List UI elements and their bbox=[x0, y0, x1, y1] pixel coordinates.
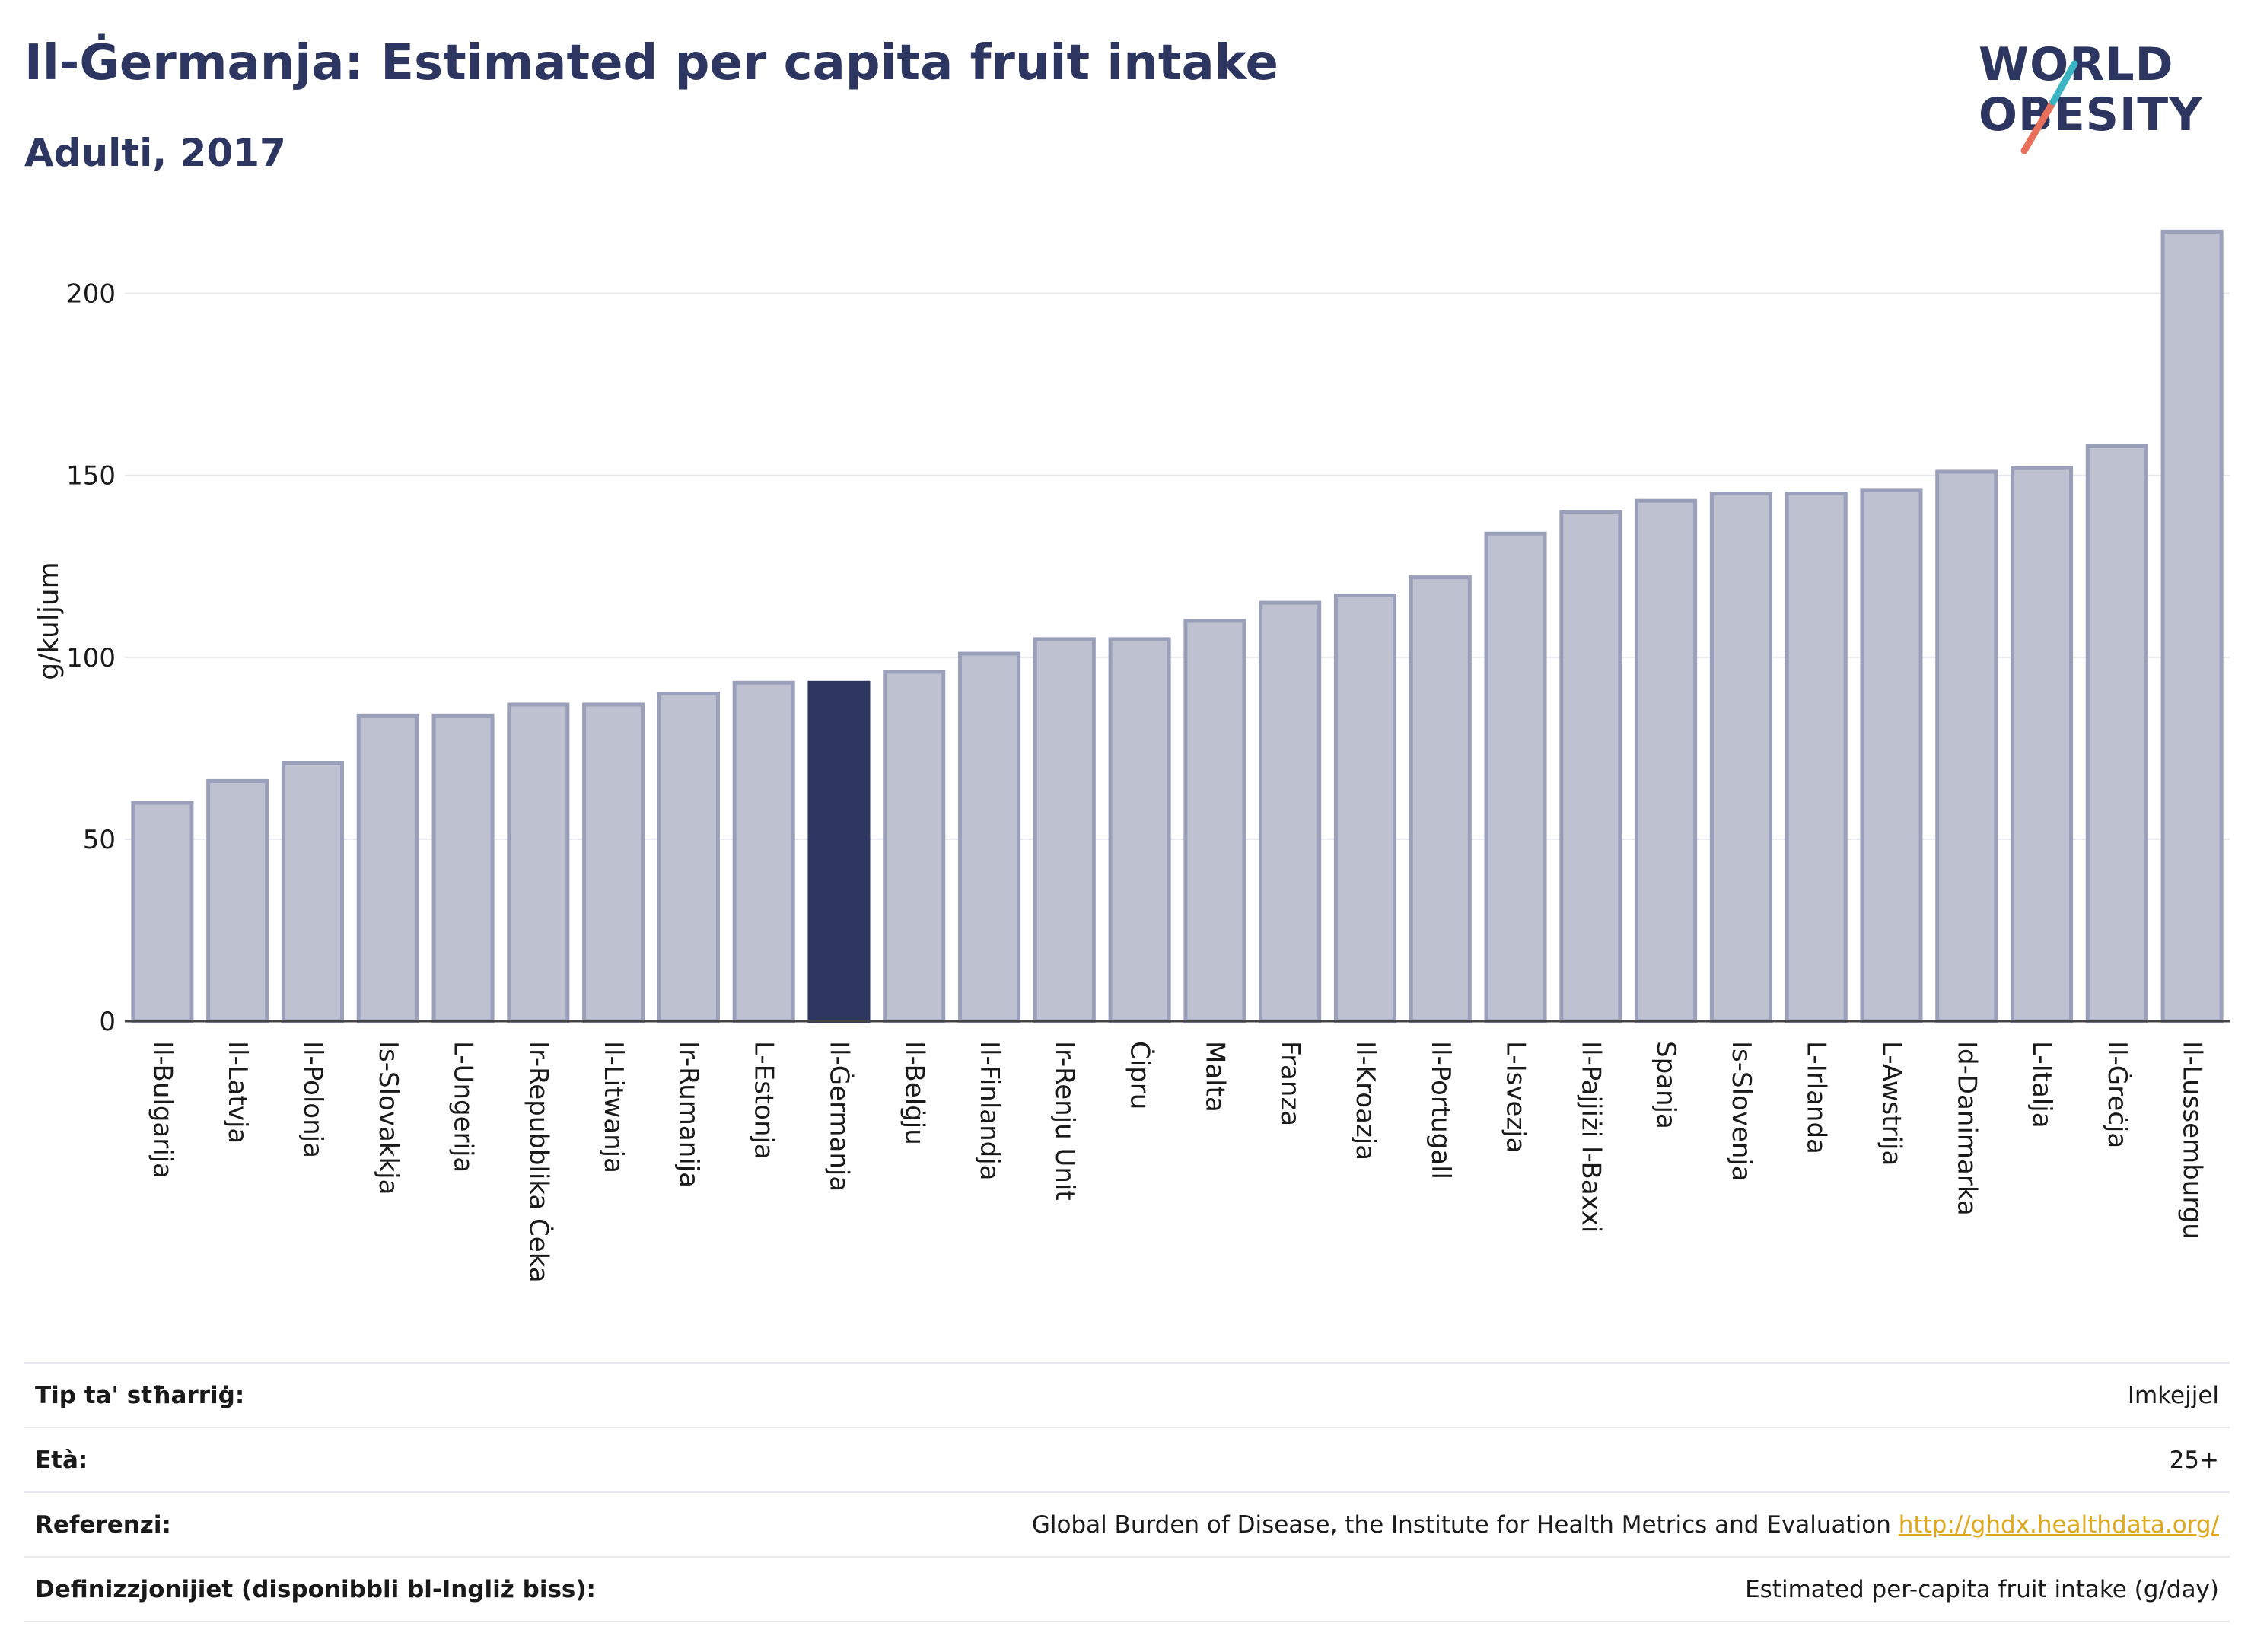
y-tick-label: 100 bbox=[66, 643, 116, 673]
chart-title: Il-Ġermanja: Estimated per capita fruit … bbox=[24, 35, 1278, 91]
bar bbox=[1559, 510, 1622, 1023]
x-tick-label: Il-Latvja bbox=[222, 1041, 253, 1144]
bar bbox=[958, 651, 1021, 1023]
bar bbox=[206, 778, 269, 1023]
x-tick-label: Il-Portugall bbox=[1425, 1041, 1456, 1179]
y-tick-label: 200 bbox=[66, 279, 116, 310]
y-tick-label: 0 bbox=[99, 1007, 116, 1037]
x-tick-label: L-Isvezja bbox=[1501, 1041, 1531, 1154]
reference-text: Global Burden of Disease, the Institute … bbox=[1031, 1510, 1899, 1539]
bar bbox=[1860, 488, 1923, 1023]
bar bbox=[2011, 466, 2074, 1023]
chart-subtitle: Adulti, 2017 bbox=[24, 131, 286, 175]
meta-row-references: Referenzi: Global Burden of Disease, the… bbox=[24, 1491, 2230, 1556]
bar bbox=[1108, 637, 1171, 1023]
x-tick-label: Spanja bbox=[1651, 1041, 1681, 1129]
x-tick-label: Il-Finlandja bbox=[974, 1041, 1005, 1181]
x-tick-label: Il-Ġreċja bbox=[2102, 1041, 2133, 1148]
x-tick-label: Il-Lussemburgu bbox=[2177, 1041, 2208, 1240]
meta-label: Età: bbox=[35, 1446, 88, 1474]
meta-row-age: Età: 25+ bbox=[24, 1427, 2230, 1491]
bar bbox=[1935, 469, 1998, 1023]
bar bbox=[2085, 444, 2148, 1023]
x-tick-label: Il-Polonja bbox=[298, 1041, 328, 1158]
bar bbox=[883, 670, 946, 1023]
logo-slash-icon bbox=[2020, 60, 2078, 154]
x-tick-label: Ir-Rumanija bbox=[673, 1041, 704, 1188]
x-tick-label: Malta bbox=[1199, 1041, 1230, 1112]
bar bbox=[1709, 492, 1772, 1023]
bar bbox=[356, 713, 419, 1023]
bar bbox=[1409, 575, 1472, 1023]
x-tick-label: L-Estonja bbox=[749, 1041, 779, 1160]
x-tick-label: Is-Slovenja bbox=[1726, 1041, 1756, 1182]
bar bbox=[1484, 531, 1547, 1023]
meta-value-references: Global Burden of Disease, the Institute … bbox=[1032, 1511, 2230, 1539]
x-tick-label: L-Ungerija bbox=[448, 1041, 479, 1173]
y-tick-label: 50 bbox=[83, 825, 116, 855]
bar bbox=[1785, 492, 1848, 1023]
bar bbox=[281, 760, 344, 1023]
x-tick-label: Il-Bulgarija bbox=[147, 1041, 177, 1179]
bar bbox=[507, 702, 570, 1023]
bar bbox=[1033, 637, 1096, 1023]
x-tick-label: Il-Litwanja bbox=[598, 1041, 629, 1173]
bar bbox=[431, 713, 495, 1023]
meta-value: Imkejjel bbox=[2127, 1381, 2219, 1409]
x-tick-label: Ir-Renju Unit bbox=[1049, 1041, 1080, 1201]
bar bbox=[732, 680, 795, 1023]
bar bbox=[1183, 619, 1246, 1023]
bar bbox=[1333, 594, 1396, 1023]
x-tick-label: Il-Pajjiżi l-Baxxi bbox=[1575, 1041, 1606, 1233]
bar bbox=[657, 692, 720, 1023]
world-obesity-logo[interactable]: WORLD OBESITY bbox=[1979, 38, 2237, 160]
metadata-table: Tip ta' stħarriġ: Imkejjel Età: 25+ Refe… bbox=[24, 1362, 2230, 1622]
x-tick-label: L-Irlanda bbox=[1801, 1041, 1832, 1154]
bar bbox=[807, 680, 871, 1023]
y-tick-label: 150 bbox=[66, 461, 116, 492]
x-tick-label: Il-Kroazja bbox=[1350, 1041, 1380, 1160]
x-tick-label: Il-Ġermanja bbox=[823, 1041, 855, 1192]
meta-label: Tip ta' stħarriġ: bbox=[35, 1381, 245, 1409]
bar bbox=[1259, 600, 1322, 1023]
x-tick-label: L-Italja bbox=[2027, 1041, 2057, 1128]
x-tick-label: Is-Slovakkja bbox=[373, 1041, 403, 1195]
meta-row-survey-type: Tip ta' stħarriġ: Imkejjel bbox=[24, 1362, 2230, 1427]
bar bbox=[2160, 229, 2224, 1023]
x-tick-label: Id-Danimarka bbox=[1951, 1041, 1982, 1216]
x-tick-label: Ċipru bbox=[1125, 1041, 1156, 1109]
meta-label: Referenzi: bbox=[35, 1510, 171, 1539]
x-tick-label: Il-Belġju bbox=[899, 1041, 929, 1145]
reference-link[interactable]: http://ghdx.healthdata.org/ bbox=[1898, 1510, 2219, 1539]
y-axis-label: g/kuljum bbox=[33, 562, 65, 680]
x-tick-label: Ir-Repubblika Ċeka bbox=[523, 1041, 554, 1283]
logo-text-obesity: OBESITY bbox=[1979, 88, 2203, 142]
meta-value: Estimated per-capita fruit intake (g/day… bbox=[1745, 1575, 2219, 1603]
meta-label: Definizzjonijiet (disponibbli bl-Ingliż … bbox=[35, 1575, 596, 1603]
bar bbox=[1635, 498, 1698, 1023]
bar bbox=[582, 702, 645, 1023]
x-tick-label: Franza bbox=[1275, 1041, 1305, 1126]
meta-value: 25+ bbox=[2169, 1446, 2219, 1474]
bar bbox=[131, 801, 194, 1023]
bar-chart: 0 50 100 150 200 g/kuljum Il-Bulgarija Il-Latvj… bbox=[33, 229, 2230, 1283]
meta-row-definitions: Definizzjonijiet (disponibbli bl-Ingliż … bbox=[24, 1556, 2230, 1622]
x-tick-label: L-Awstrija bbox=[1876, 1041, 1906, 1166]
